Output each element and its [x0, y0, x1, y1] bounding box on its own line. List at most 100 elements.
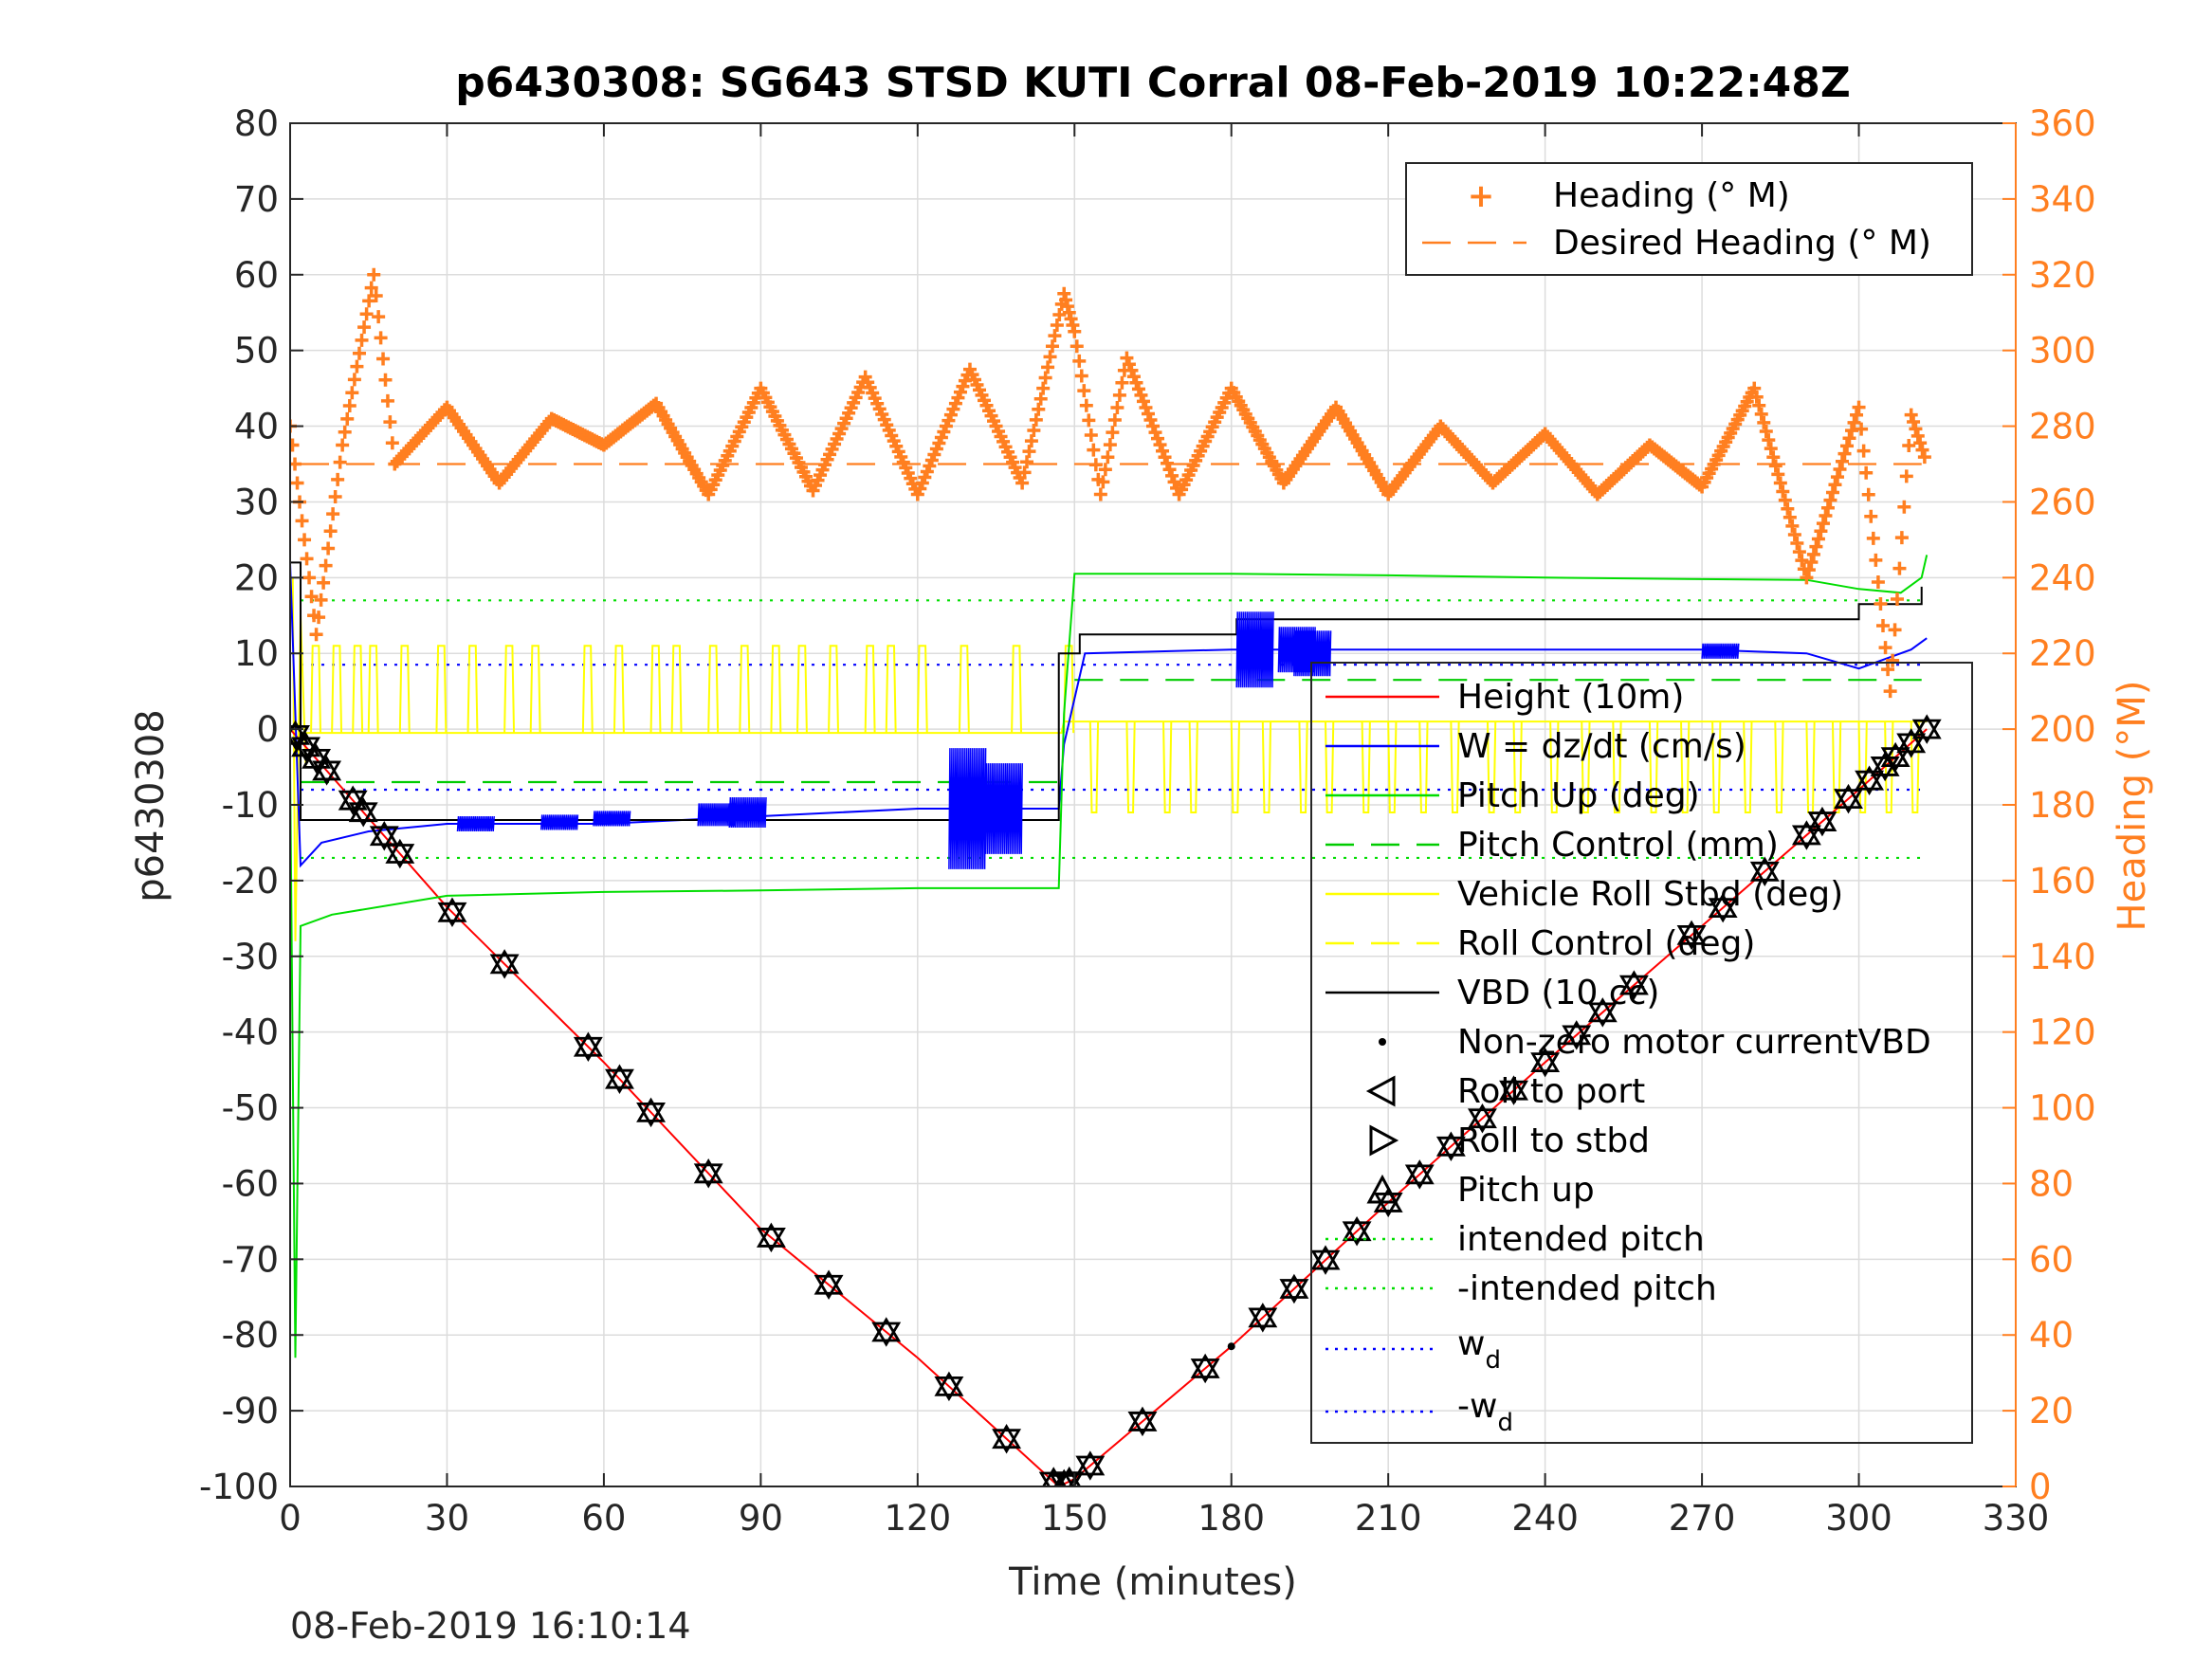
roll-spike — [1774, 721, 1784, 813]
pitch-marker — [1562, 1020, 1592, 1046]
roll-spike — [1612, 721, 1622, 813]
heading-point — [312, 611, 326, 625]
heading-point — [1060, 300, 1074, 314]
x-tick-label: 270 — [1669, 1498, 1736, 1539]
heading-point — [378, 373, 393, 387]
y2-tick-label: 240 — [2029, 557, 2096, 598]
heading-point — [1162, 463, 1177, 477]
roll-spike — [770, 645, 782, 734]
heading-point — [1024, 434, 1038, 448]
roll-spike — [398, 645, 411, 734]
w-burst — [593, 811, 631, 827]
pitch-marker — [693, 1158, 723, 1184]
heading-point — [1776, 484, 1790, 499]
heading-point — [1032, 402, 1046, 416]
x-tick-label: 300 — [1825, 1498, 1892, 1539]
roll-spike — [739, 645, 751, 734]
heading-point — [1088, 458, 1103, 472]
heading-point — [1069, 339, 1084, 354]
legend-swatch-motor-current — [1379, 1038, 1386, 1046]
y2-tick-label: 220 — [2029, 633, 2096, 674]
w-burst — [948, 748, 987, 869]
heading-point — [355, 333, 369, 347]
x-tick-label: 90 — [739, 1498, 783, 1539]
pitch-marker — [934, 1371, 964, 1396]
heading-point — [1871, 574, 1885, 589]
series-vbd — [290, 561, 1923, 821]
heading-point — [1754, 407, 1768, 421]
heading-point — [1902, 438, 1916, 452]
roll-spike — [1298, 721, 1308, 813]
heading-point — [319, 558, 333, 573]
w-burst — [1293, 630, 1332, 677]
heading-point — [1917, 450, 1931, 465]
pitch-marker — [1880, 741, 1910, 768]
reference-lines — [301, 463, 1922, 860]
heading-point — [1819, 508, 1833, 522]
legend-label-wd: wd — [1457, 1324, 1501, 1375]
heading-point — [309, 628, 323, 642]
heading-point — [1881, 663, 1895, 677]
pitch-marker — [1435, 1131, 1466, 1157]
roll-spike — [1125, 721, 1136, 813]
heading-point — [1161, 456, 1175, 470]
heading-point — [1787, 527, 1801, 541]
heading-point — [1790, 537, 1804, 551]
pitch-marker — [1896, 728, 1927, 754]
y-tick-label: 60 — [234, 255, 279, 296]
y2-tick-label: 80 — [2029, 1163, 2074, 1204]
x-tick-label: 210 — [1355, 1498, 1422, 1539]
pitch-marker — [1342, 1216, 1372, 1242]
heading-point — [1773, 476, 1787, 490]
roll-marker — [338, 790, 368, 815]
heading-point — [1856, 444, 1871, 458]
heading-point — [1806, 547, 1820, 561]
heading-point — [1836, 454, 1849, 468]
roll-spike — [958, 645, 970, 734]
heading-point — [1892, 561, 1907, 575]
heading-point — [1156, 444, 1170, 458]
y-tick-label: -10 — [222, 785, 279, 826]
roll-marker — [1499, 1080, 1528, 1105]
roll-marker — [1373, 1193, 1403, 1218]
y2-tick-label: 280 — [2029, 407, 2096, 447]
roll-marker — [437, 902, 467, 928]
heading-point — [1101, 450, 1115, 465]
heading-point — [347, 373, 361, 387]
y-tick-label: 30 — [234, 482, 279, 522]
y2-tick-label: 120 — [2029, 1012, 2096, 1053]
y-tick-label: -20 — [222, 861, 279, 902]
heading-point — [364, 281, 378, 295]
roll-marker — [290, 724, 310, 751]
heading-point — [1139, 400, 1153, 414]
roll-marker — [1075, 1455, 1106, 1481]
roll-spike — [1261, 721, 1272, 813]
w-burst — [984, 763, 1023, 854]
roll-spike — [581, 645, 594, 734]
y2-tick-label: 140 — [2029, 937, 2096, 977]
y2-tick-label: 160 — [2029, 861, 2096, 902]
heading-point — [1043, 350, 1057, 364]
roll-marker — [291, 737, 320, 762]
heading-point — [1888, 623, 1902, 637]
heading-point — [369, 288, 383, 302]
legend-swatch-roll-stbd — [1369, 1124, 1399, 1157]
pitch-marker — [1855, 765, 1885, 791]
legend-label-motor-current: Non-zero motor currentVBD — [1457, 1023, 1931, 1062]
x-tick-label: 180 — [1197, 1498, 1265, 1539]
roll-marker — [1791, 825, 1821, 850]
heading-point — [1041, 360, 1055, 374]
pitch-marker — [756, 1222, 786, 1248]
heading-point — [1033, 392, 1048, 406]
marker-group — [290, 267, 1942, 1486]
heading-point — [1864, 509, 1878, 523]
heading-point — [1785, 519, 1800, 533]
heading-point — [1909, 422, 1923, 436]
roll-marker — [1404, 1164, 1435, 1190]
pitch-marker — [1053, 1468, 1075, 1486]
y2-axis-label: Heading (°M) — [2111, 681, 2154, 932]
desired-heading-legend-label: Desired Heading (° M) — [1553, 224, 1931, 263]
timestamp-label: 08-Feb-2019 16:10:14 — [290, 1605, 691, 1647]
pitch-marker — [1127, 1406, 1158, 1431]
heading-point — [1158, 450, 1172, 465]
